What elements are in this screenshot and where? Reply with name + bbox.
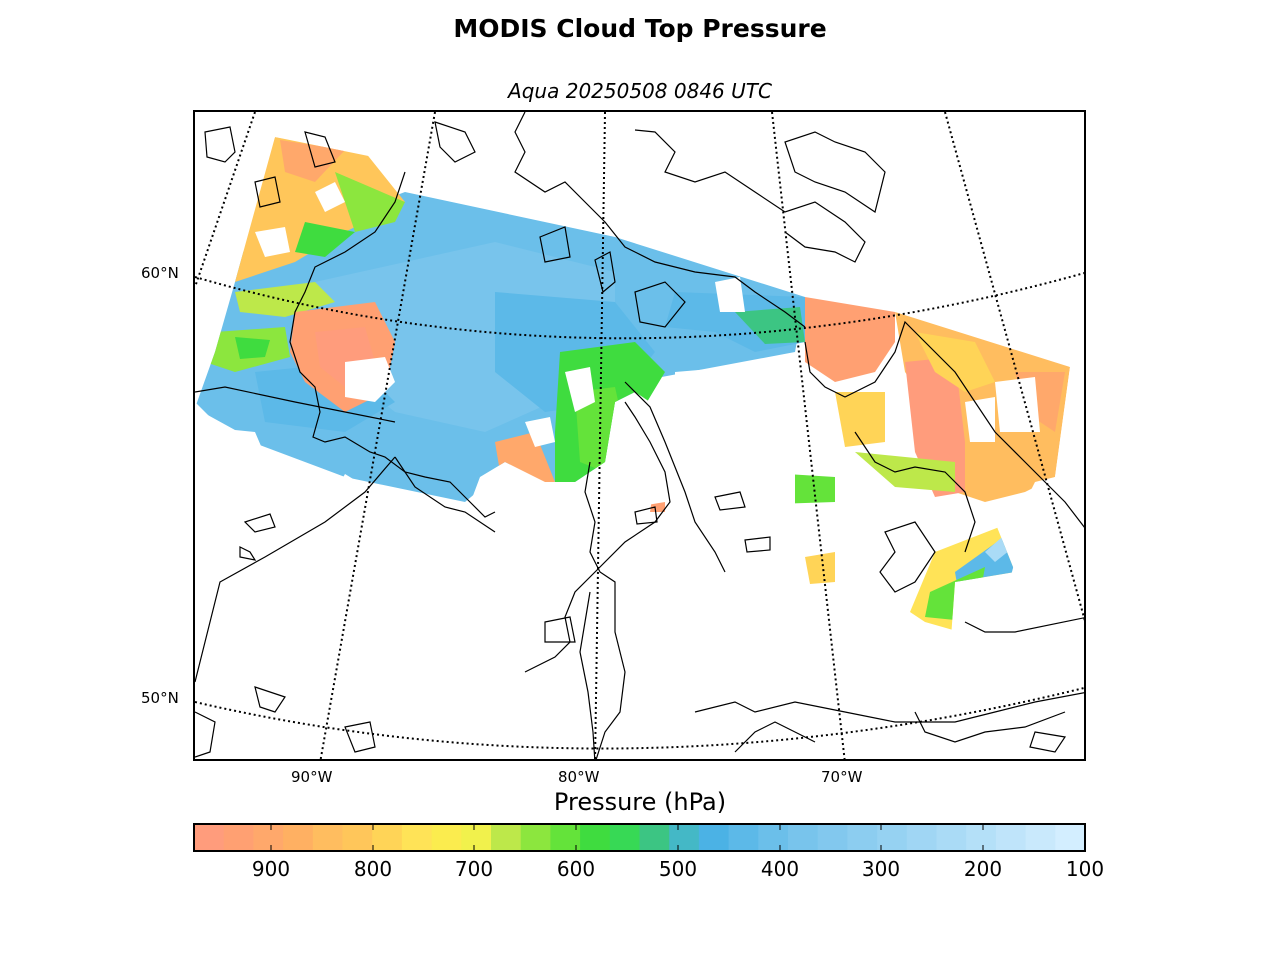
colorbar-tick: 200 — [963, 857, 1003, 881]
colorbar-tick: 300 — [861, 857, 901, 881]
colorbar-segment — [312, 824, 344, 851]
colorbar-segment — [639, 824, 670, 851]
graticule — [195, 112, 1084, 759]
colorbar-segment — [283, 824, 314, 851]
lon-label-80w: 80°W — [558, 768, 600, 786]
lon-label-70w: 70°W — [821, 768, 863, 786]
colorbar-segment — [728, 824, 759, 851]
colorbar-segment — [669, 824, 700, 851]
colorbar-segment — [847, 824, 878, 851]
colorbar-segment — [758, 824, 789, 851]
coastlines — [195, 112, 1084, 759]
colorbar-segment — [194, 824, 225, 851]
colorbar-tick: 600 — [556, 857, 596, 881]
colorbar-segment — [580, 824, 611, 851]
colorbar-tick: 500 — [658, 857, 698, 881]
cloud-pressure-map — [195, 112, 1084, 759]
colorbar-segment — [1025, 824, 1056, 851]
colorbar-segment — [223, 824, 254, 851]
colorbar-segment — [520, 824, 551, 851]
colorbar-segment — [431, 824, 462, 851]
colorbar-segment — [698, 824, 730, 851]
colorbar-segment — [788, 824, 819, 851]
colorbar-segment — [995, 824, 1027, 851]
colorbar-segment — [817, 824, 848, 851]
colorbar-segment — [877, 824, 908, 851]
lat-label-60n: 60°N — [141, 264, 179, 282]
colorbar-tick: 900 — [251, 857, 291, 881]
lat-label-50n: 50°N — [141, 689, 179, 707]
chart-title: MODIS Cloud Top Pressure — [453, 14, 827, 43]
lon-label-90w: 90°W — [291, 768, 333, 786]
colorbar-tick: 800 — [353, 857, 393, 881]
colorbar-segment — [936, 824, 967, 851]
colorbar — [193, 823, 1086, 852]
colorbar-segment — [461, 824, 492, 851]
colorbar-tick: 100 — [1065, 857, 1105, 881]
chart-subtitle: Aqua 20250508 0846 UTC — [508, 79, 772, 103]
colorbar-segment — [966, 824, 997, 851]
colorbar-tick: 700 — [454, 857, 494, 881]
colorbar-segment — [342, 824, 373, 851]
colorbar-label: Pressure (hPa) — [553, 788, 727, 816]
colorbar-segment — [372, 824, 403, 851]
colorbar-segment — [906, 824, 938, 851]
colorbar-segment — [609, 824, 641, 851]
colorbar-segment — [253, 824, 284, 851]
colorbar-segment — [1055, 824, 1086, 851]
colorbar-segment — [491, 824, 522, 851]
colorbar-border — [193, 823, 1086, 852]
colorbar-tick: 400 — [760, 857, 800, 881]
colorbar-segment — [401, 824, 433, 851]
map-panel — [193, 110, 1086, 761]
